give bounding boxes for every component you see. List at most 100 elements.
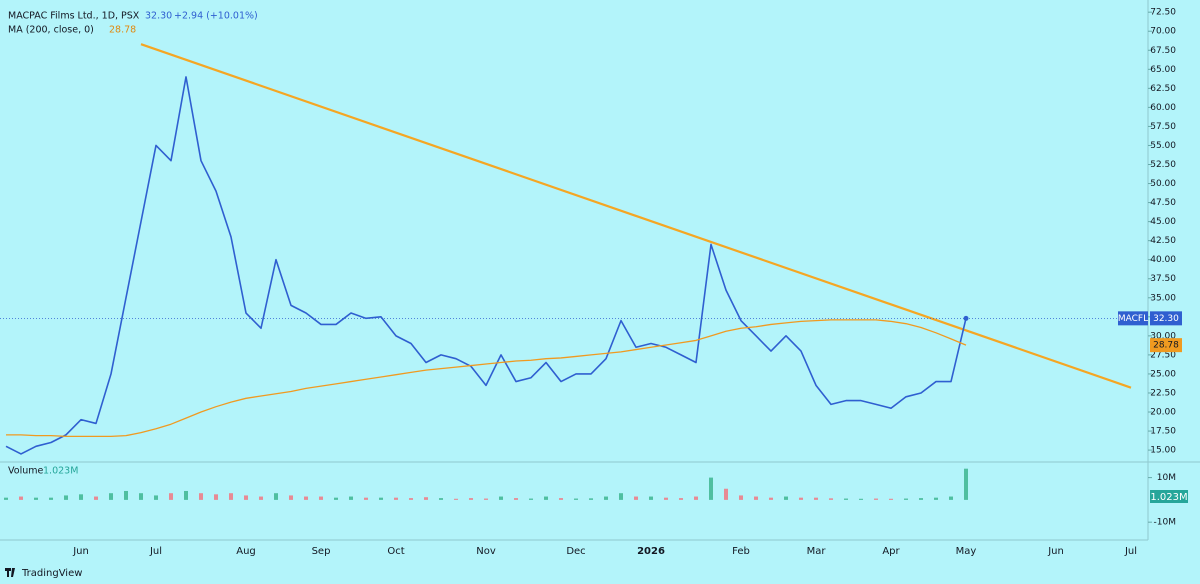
volume-bar <box>874 498 878 500</box>
volume-bar <box>109 493 113 500</box>
volume-bar <box>859 498 863 500</box>
volume-bar <box>304 496 308 500</box>
volume-bar <box>529 498 533 500</box>
volume-tag-label: 1.023M <box>1150 492 1187 503</box>
volume-bar <box>604 496 608 500</box>
volume-bar <box>499 496 503 500</box>
volume-bar <box>919 498 923 500</box>
y-tick-label: 50.00 <box>1150 179 1176 189</box>
ma-value: 28.78 <box>109 25 136 36</box>
last-price: 32.30 <box>145 11 172 22</box>
volume-bar <box>424 497 428 500</box>
y-tick-label: 45.00 <box>1150 217 1176 227</box>
y-tick-label: 72.50 <box>1150 8 1176 18</box>
x-tick-label: Sep <box>312 546 331 557</box>
x-tick-label: Aug <box>236 546 256 557</box>
y-tick-label: 52.50 <box>1150 160 1176 170</box>
volume-bar <box>889 498 893 500</box>
volume-bar <box>754 496 758 500</box>
volume-bar <box>484 498 488 500</box>
volume-bar <box>574 498 578 500</box>
volume-bar <box>814 497 818 500</box>
volume-bar <box>334 497 338 500</box>
volume-bar <box>169 493 173 500</box>
y-tick-label: 47.50 <box>1150 198 1176 208</box>
volume-bar <box>199 493 203 500</box>
volume-bar <box>79 494 83 500</box>
volume-bar <box>454 498 458 500</box>
volume-bar <box>64 495 68 500</box>
y-tick-label: -10M <box>1154 518 1176 528</box>
volume-bar <box>394 497 398 500</box>
y-tick-label: 17.50 <box>1150 427 1176 437</box>
symbol: MACPAC Films Ltd., 1D, PSX <box>8 11 140 22</box>
x-tick-label: 2026 <box>637 546 665 557</box>
volume-bar <box>184 490 188 500</box>
y-tick-label: 60.00 <box>1150 103 1176 113</box>
volume-bar <box>4 497 8 500</box>
volume-bar <box>739 495 743 500</box>
volume-bar <box>829 498 833 500</box>
volume-bar <box>724 488 728 500</box>
volume-bar <box>274 493 278 500</box>
volume-bar <box>139 493 143 500</box>
volume-bar <box>934 497 938 500</box>
x-tick-label: Feb <box>732 546 750 557</box>
y-tick-label: 55.00 <box>1150 141 1176 151</box>
y-tick-label: 20.00 <box>1150 408 1176 418</box>
price-tag <box>1118 311 1148 326</box>
volume-bar <box>124 490 128 500</box>
x-tick-label: Apr <box>882 546 900 557</box>
volume-bar <box>439 498 443 500</box>
y-tick-label: 10M <box>1157 473 1176 483</box>
series-line <box>6 319 967 438</box>
x-tick-label: Oct <box>387 546 404 557</box>
volume-bar <box>379 497 383 500</box>
volume-value: 1.023M <box>43 466 78 477</box>
volume-bar <box>319 496 323 500</box>
volume-bar <box>19 496 23 500</box>
volume-bar <box>559 498 563 500</box>
volume-bar <box>649 496 653 500</box>
volume-bar <box>679 498 683 500</box>
volume-bar <box>514 498 518 500</box>
volume-bar <box>769 497 773 500</box>
volume-bar <box>664 497 668 500</box>
x-tick-label: Nov <box>476 546 496 557</box>
volume-bar <box>619 493 623 500</box>
y-tick-label: 22.50 <box>1150 388 1176 398</box>
volume-bar <box>259 496 263 500</box>
volume-bar <box>244 495 248 500</box>
price-tag-label: 32.30 <box>1153 314 1179 324</box>
volume-bar <box>694 496 698 500</box>
volume-bar <box>364 497 368 500</box>
y-tick-label: 30.00 <box>1150 331 1176 341</box>
volume-bar <box>469 498 473 500</box>
volume-bar <box>964 468 968 500</box>
volume-bar <box>154 495 158 500</box>
ma-tag-label: 28.78 <box>1153 341 1179 351</box>
x-tick-label: Jun <box>1047 546 1064 557</box>
y-tick-label: 70.00 <box>1150 27 1176 37</box>
ma-tag <box>1150 338 1182 353</box>
volume-tag <box>1150 490 1188 503</box>
y-tick-label: 37.50 <box>1150 274 1176 284</box>
volume-bar <box>589 498 593 500</box>
y-tick-label: 57.50 <box>1150 122 1176 132</box>
volume-bar <box>409 498 413 500</box>
y-tick-label: 62.50 <box>1150 84 1176 94</box>
volume-bar <box>349 496 353 500</box>
price-tag-name: MACFL <box>1118 314 1148 324</box>
volume-label: Volume <box>8 466 43 477</box>
price-tag <box>1150 311 1182 326</box>
y-tick-label: 15.00 <box>1150 446 1176 456</box>
volume-bar <box>94 496 98 500</box>
volume-bar <box>799 497 803 500</box>
legend: MACPAC Films Ltd., 1D, PSX 32.30 +2.94 (… <box>8 11 258 477</box>
volume-bar <box>49 497 53 500</box>
volume-bar <box>904 498 908 500</box>
volume-bar <box>214 494 218 500</box>
y-tick-label: 40.00 <box>1150 255 1176 265</box>
